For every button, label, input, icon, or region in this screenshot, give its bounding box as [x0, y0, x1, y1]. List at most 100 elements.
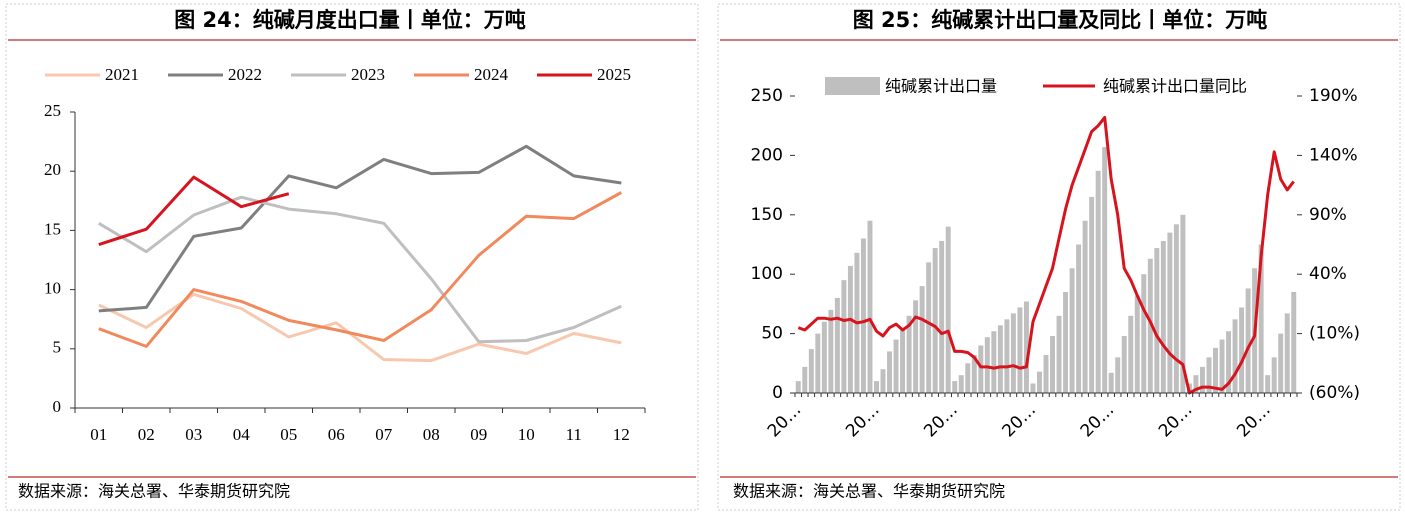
x-tick-label: 20…: [920, 400, 961, 441]
bar: [828, 309, 834, 393]
legend-label: 2022: [228, 65, 262, 84]
bar: [874, 381, 879, 393]
bar: [1056, 315, 1062, 393]
bar: [1226, 331, 1232, 393]
bar: [1102, 147, 1108, 393]
y2-tick-label: (10%): [1309, 324, 1360, 344]
y-tick-label: 20: [44, 160, 61, 179]
y2-tick-label: 40%: [1309, 264, 1347, 284]
bar: [1108, 372, 1114, 393]
bar: [795, 381, 801, 393]
bar: [1284, 313, 1290, 393]
legend-label: 2021: [105, 65, 139, 84]
legend-label: 纯碱累计出口量: [885, 77, 997, 96]
bar: [913, 300, 919, 393]
bar: [1167, 232, 1173, 393]
bar: [808, 349, 814, 393]
bar: [1258, 244, 1264, 393]
bar: [952, 381, 958, 393]
bar: [1069, 268, 1075, 393]
source: 数据来源：海关总署、华泰期货研究院: [733, 482, 1005, 501]
bar: [1128, 315, 1134, 393]
bar: [1017, 307, 1023, 393]
bar: [932, 248, 938, 393]
bar: [965, 363, 971, 393]
bar: [1180, 214, 1186, 393]
x-tick-label: 12: [613, 425, 630, 444]
y-tick-label: 0: [53, 397, 62, 416]
y2-tick-label: 140%: [1309, 145, 1358, 165]
bar: [971, 354, 977, 393]
x-tick-label: 20…: [764, 400, 805, 441]
legend-label: 纯碱累计出口量同比: [1103, 77, 1247, 96]
bar: [821, 321, 827, 393]
y-tick-label: 5: [53, 338, 62, 357]
series-line: [98, 175, 290, 247]
bar: [880, 369, 886, 393]
bar: [1043, 354, 1049, 393]
y-tick-label: 100: [751, 264, 783, 284]
x-tick-label: 05: [280, 425, 297, 444]
panel-border: [5, 3, 699, 511]
bar: [1010, 313, 1016, 393]
bar: [1271, 357, 1277, 393]
bar: [1134, 295, 1140, 393]
bar: [1030, 383, 1036, 393]
bar: [1291, 292, 1297, 393]
y2-tick-label: (60%): [1309, 383, 1360, 403]
y2-tick-label: 190%: [1309, 86, 1358, 106]
x-tick-label: 08: [423, 425, 440, 444]
x-tick-label: 07: [375, 425, 393, 444]
y-tick-label: 200: [751, 145, 783, 165]
series-line: [98, 191, 623, 348]
y-tick-label: 15: [44, 219, 61, 238]
x-tick-label: 20…: [999, 400, 1040, 441]
chart-title: 图 24：纯碱月度出口量丨单位：万吨: [174, 8, 526, 32]
y-tick-label: 25: [44, 101, 61, 120]
bar: [1173, 224, 1179, 393]
x-tick-label: 20…: [1155, 400, 1196, 441]
bar: [1115, 357, 1121, 393]
bar: [1199, 366, 1205, 393]
x-tick-label: 09: [470, 425, 487, 444]
x-tick-label: 06: [328, 425, 345, 444]
x-tick-label: 11: [566, 425, 582, 444]
bar: [815, 333, 821, 393]
bar: [1095, 170, 1101, 393]
bar: [1239, 307, 1245, 393]
bar: [847, 265, 853, 393]
y-tick-label: 50: [761, 324, 783, 344]
bar: [991, 331, 997, 393]
x-tick-label: 04: [233, 425, 251, 444]
bar: [984, 337, 990, 393]
series-line: [98, 292, 622, 363]
y2-tick-label: 90%: [1309, 205, 1347, 225]
bar: [945, 226, 951, 393]
x-tick-label: 20…: [1233, 400, 1274, 441]
x-tick-label: 20…: [842, 400, 883, 441]
bar: [1206, 357, 1212, 393]
x-tick-label: 02: [138, 425, 155, 444]
bar: [1076, 244, 1082, 393]
bar: [1089, 196, 1095, 393]
x-tick-label: 01: [90, 425, 107, 444]
bar: [1213, 347, 1218, 393]
x-tick-label: 03: [185, 425, 202, 444]
bar: [939, 240, 945, 393]
source: 数据来源：海关总署、华泰期货研究院: [18, 482, 290, 501]
bar: [1004, 319, 1010, 393]
panel-border: [717, 3, 1401, 511]
bar: [958, 375, 964, 393]
bar: [919, 286, 925, 393]
legend-label: 2024: [474, 65, 509, 84]
chart-title: 图 25：纯碱累计出口量及同比丨单位：万吨: [853, 8, 1268, 32]
bar: [834, 297, 840, 393]
bar: [997, 325, 1003, 393]
bar: [1063, 292, 1069, 393]
y-tick-label: 0: [772, 383, 783, 403]
bar: [926, 262, 932, 393]
bar: [860, 238, 866, 393]
bar: [1082, 220, 1088, 393]
bar: [841, 280, 847, 393]
